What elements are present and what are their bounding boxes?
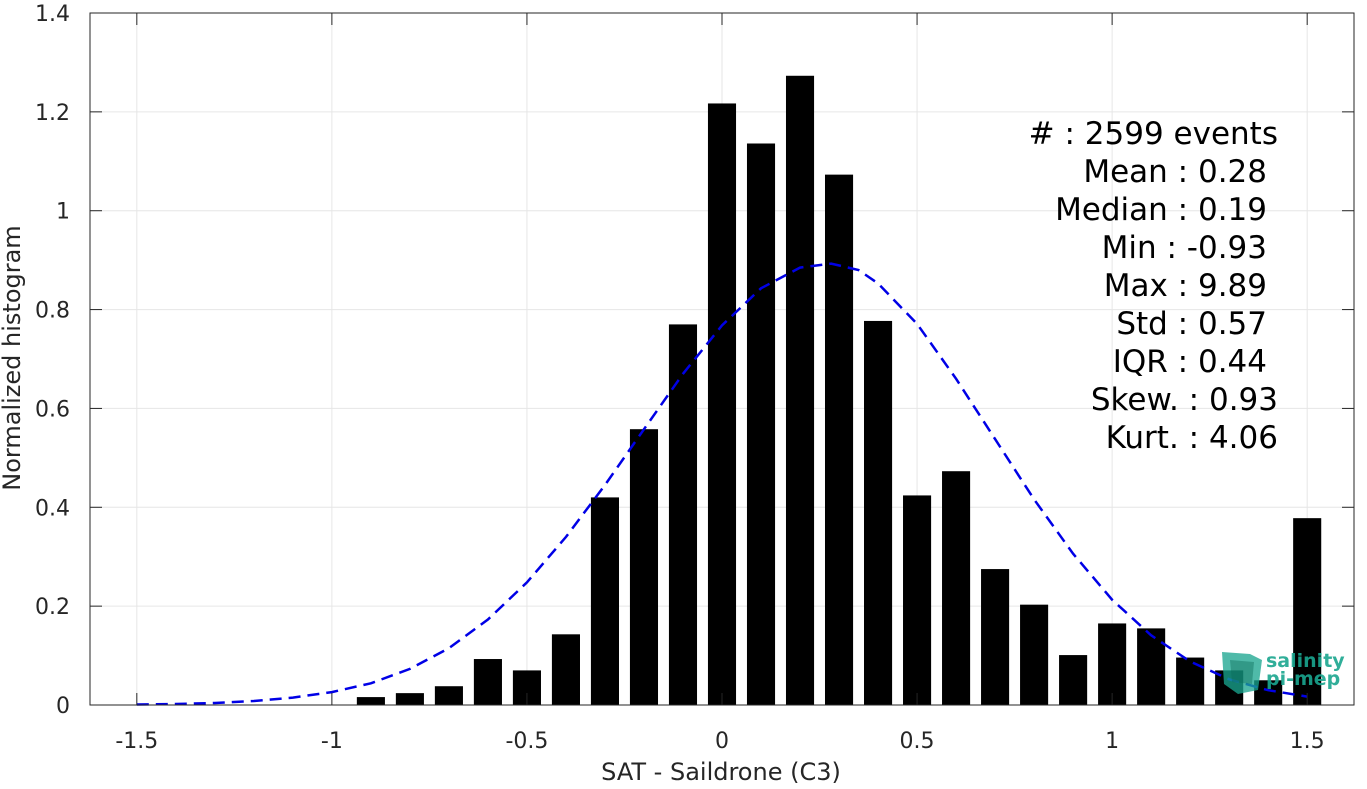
stat-events: # : 2599 events — [1029, 116, 1278, 152]
histogram-bar — [824, 174, 854, 706]
histogram-bar — [864, 320, 893, 705]
stat-mean: Mean : 0.28 — [1083, 154, 1267, 190]
histogram-bar — [395, 693, 424, 705]
histogram-bar — [551, 634, 580, 705]
y-axis-label: Normalized histogram — [0, 225, 26, 490]
histogram-bar — [942, 471, 971, 705]
histogram-bar — [707, 103, 737, 705]
histogram-bar — [746, 143, 776, 705]
logo-line2: pi-mep — [1266, 668, 1340, 690]
y-tick-label: 1 — [56, 200, 70, 225]
y-tick-label: 1.4 — [35, 2, 70, 27]
histogram-bar — [590, 497, 620, 705]
histogram-bar — [668, 324, 698, 705]
histogram-bar — [1098, 623, 1127, 705]
stat-iqr: IQR : 0.44 — [1113, 344, 1267, 380]
histogram-bar — [434, 686, 463, 705]
stat-skew: Skew. : 0.93 — [1091, 382, 1278, 418]
stat-std: Std : 0.57 — [1116, 306, 1267, 342]
y-tick-label: 0.8 — [35, 299, 70, 324]
stat-kurt: Kurt. : 4.06 — [1106, 420, 1278, 456]
histogram-bar — [903, 495, 932, 705]
y-tick-label: 1.2 — [35, 101, 70, 126]
x-tick-label: 1 — [1105, 729, 1119, 754]
logo-line1: salinity — [1266, 650, 1345, 672]
histogram-bar — [629, 429, 659, 705]
stat-max: Max : 9.89 — [1104, 268, 1267, 304]
fit-curve — [136, 262, 1308, 706]
histogram-bar — [785, 75, 815, 705]
histogram-bar — [1254, 680, 1283, 705]
stat-median: Median : 0.19 — [1055, 192, 1267, 228]
gaussian-fit-line — [136, 262, 1308, 706]
histogram-bar — [356, 697, 385, 705]
x-tick-label: -0.5 — [505, 729, 548, 754]
salinity-pimep-logo: salinity pi-mep — [1222, 650, 1345, 694]
stat-min: Min : -0.93 — [1102, 230, 1267, 266]
histogram-bar — [1059, 655, 1088, 705]
x-tick-label: 0 — [715, 729, 729, 754]
histogram-bar — [1137, 628, 1166, 705]
x-tick-label: -1 — [321, 729, 343, 754]
histogram-bar — [1020, 604, 1049, 705]
x-tick-label: -1.5 — [115, 729, 158, 754]
y-tick-label: 0 — [56, 694, 70, 719]
y-tick-label: 0.2 — [35, 595, 70, 620]
axes-frame — [89, 12, 1355, 706]
x-tick-label: 1.5 — [1290, 729, 1325, 754]
histogram-bar — [1293, 518, 1322, 705]
logo-mark-icon — [1222, 652, 1262, 694]
histogram-bar — [981, 569, 1010, 705]
y-tick-label: 0.6 — [35, 397, 70, 422]
y-tick-label: 0.4 — [35, 496, 70, 521]
x-tick-label: 0.5 — [900, 729, 935, 754]
x-axis-label: SAT - Saildrone (C3) — [601, 758, 841, 785]
tick-labels: -1.5 -1 -0.5 0 0.5 1 1.5 0 0.2 0.4 0.6 0.8 1 1.2 1.4 — [35, 2, 1325, 754]
statistics-box: # : 2599 events Mean : 0.28 Median : 0.1… — [1029, 116, 1278, 456]
histogram-bar — [473, 659, 502, 705]
